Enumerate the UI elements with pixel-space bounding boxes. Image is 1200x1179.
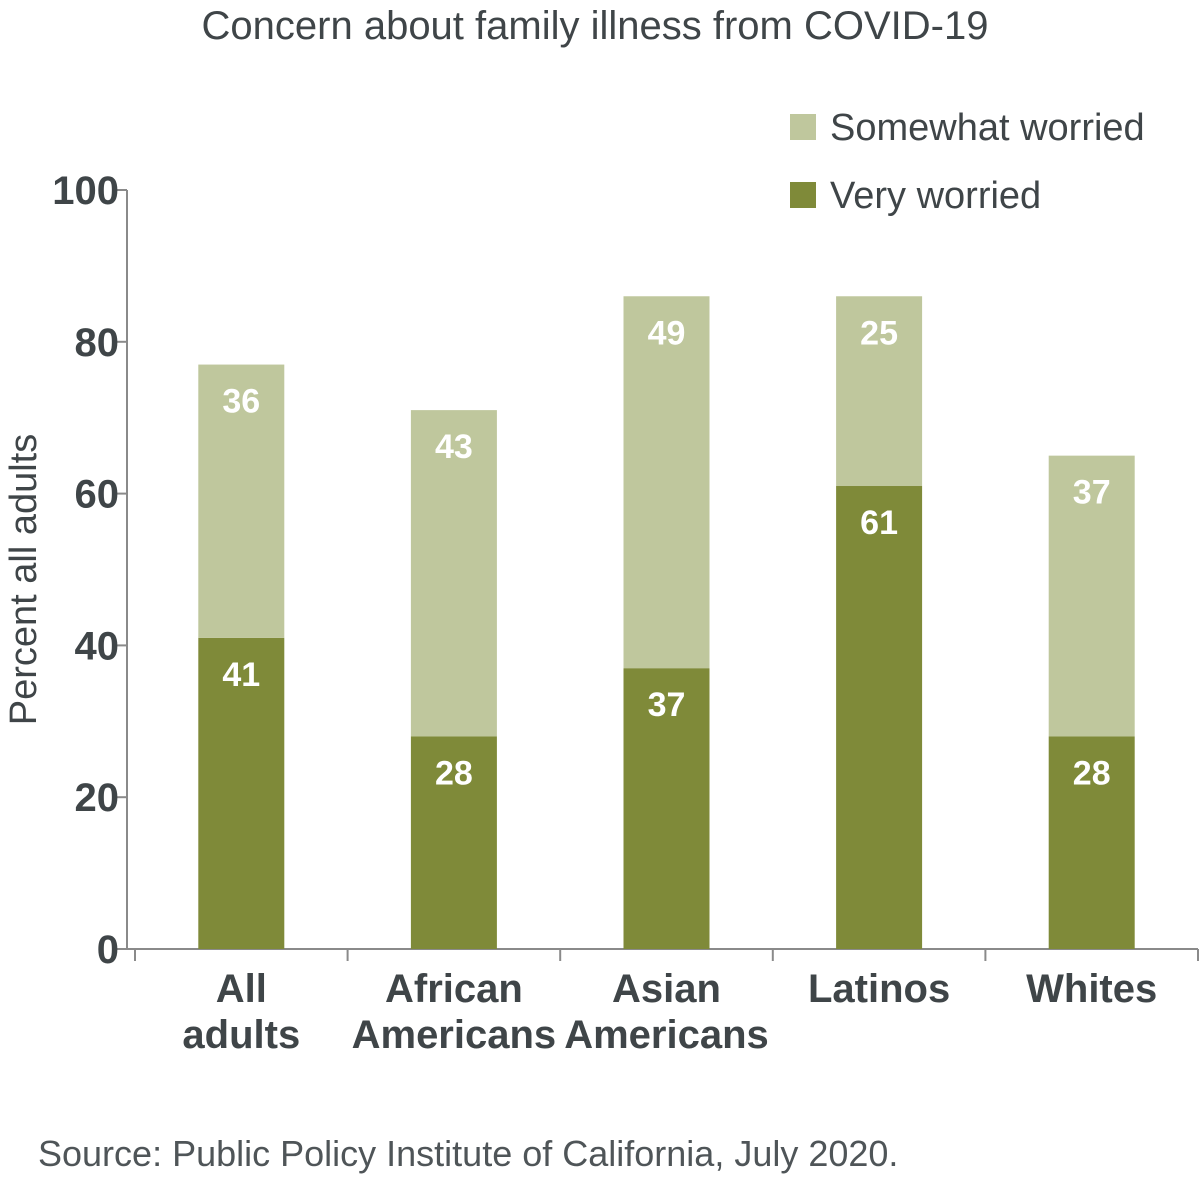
- legend-label-very-worried: Very worried: [830, 175, 1041, 217]
- bar-very-worried: [623, 668, 710, 949]
- chart-title: Concern about family illness from COVID-…: [201, 4, 989, 48]
- data-label-very-worried: 41: [222, 656, 260, 694]
- x-category-label: All adults: [182, 967, 300, 1057]
- bar-very-worried: [1048, 736, 1135, 949]
- bar-somewhat-worried: [836, 296, 923, 487]
- bar-somewhat-worried: [410, 410, 497, 737]
- data-label-very-worried: 37: [648, 686, 686, 724]
- data-label-very-worried: 28: [435, 754, 473, 792]
- bar-somewhat-worried: [198, 364, 285, 638]
- x-category-label: Asian Americans: [564, 967, 769, 1057]
- bar-somewhat-worried: [623, 296, 710, 669]
- x-category-label: Whites: [1026, 967, 1157, 1011]
- y-tick-label: 0: [97, 928, 119, 972]
- x-category-label-line: Asian: [612, 967, 721, 1011]
- data-label-somewhat-worried: 43: [435, 428, 473, 466]
- data-label-very-worried: 61: [860, 504, 898, 542]
- data-label-somewhat-worried: 37: [1073, 474, 1111, 512]
- bar-somewhat-worried: [1048, 455, 1135, 737]
- x-category-label: Latinos: [808, 967, 950, 1011]
- data-labels: 41 36 28 43 37 49 61 25 28 37: [222, 314, 1110, 792]
- x-category-label: African Americans: [352, 967, 557, 1057]
- y-axis-title: Percent all adults: [3, 434, 45, 726]
- bar-very-worried: [410, 736, 497, 949]
- bar-very-worried: [198, 637, 285, 949]
- bars: [198, 296, 1135, 949]
- source-note: Source: Public Policy Institute of Calif…: [38, 1133, 899, 1174]
- bar-very-worried: [836, 486, 923, 949]
- x-category-label-line: All: [216, 967, 267, 1011]
- data-label-somewhat-worried: 36: [222, 383, 260, 421]
- y-tick-label: 60: [75, 473, 120, 517]
- y-tick-label: 40: [75, 624, 120, 668]
- legend-swatch-very-worried: [790, 182, 816, 208]
- y-tick-label: 100: [52, 169, 119, 213]
- x-category-label-line: Americans: [352, 1013, 557, 1057]
- x-category-label-line: Latinos: [808, 967, 950, 1011]
- x-category-label-line: Americans: [564, 1013, 769, 1057]
- data-label-somewhat-worried: 49: [648, 314, 686, 352]
- data-label-very-worried: 28: [1073, 754, 1111, 792]
- data-label-somewhat-worried: 25: [860, 314, 898, 352]
- y-tick-label: 80: [75, 321, 120, 365]
- y-tick-label: 20: [75, 776, 120, 820]
- x-category-label-line: adults: [182, 1013, 300, 1057]
- x-category-label-line: Whites: [1026, 967, 1157, 1011]
- legend-label-somewhat-worried: Somewhat worried: [830, 107, 1145, 149]
- legend: Somewhat worried Very worried: [790, 107, 1145, 217]
- legend-swatch-somewhat-worried: [790, 114, 816, 140]
- x-category-label-line: African: [385, 967, 523, 1011]
